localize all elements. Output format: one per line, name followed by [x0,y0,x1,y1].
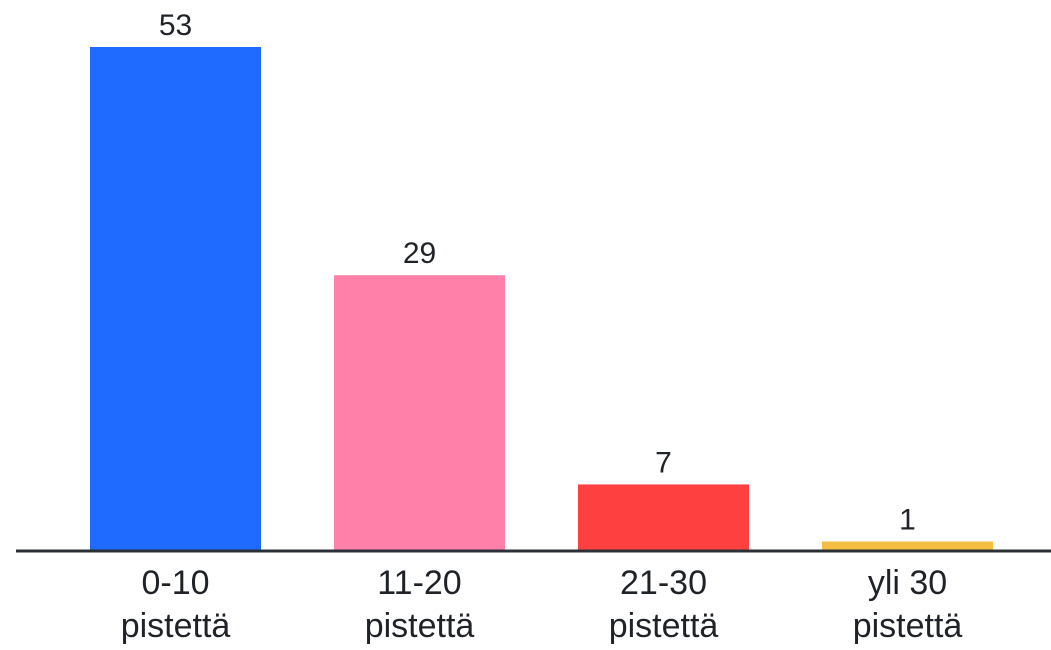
category-label-4-line-2: pistettä [853,607,963,645]
bar-2 [334,275,505,551]
category-label-2-line-2: pistettä [365,607,475,645]
value-label-1: 53 [159,9,192,42]
bar-1 [90,47,261,551]
bar-4 [822,541,993,551]
category-label-1-line-2: pistettä [121,607,231,645]
value-label-4: 1 [899,503,916,536]
bar-3 [578,484,749,551]
category-label-3-line-2: pistettä [609,607,719,645]
category-label-4-line-1: yli 30 [868,564,947,602]
category-label-1-line-1: 0-10 [141,564,209,602]
category-label-2-line-1: 11-20 [377,564,461,602]
value-labels-group: 53 29 7 1 [159,9,916,536]
value-label-3: 7 [655,446,672,479]
category-labels-group: 0-10 pistettä 11-20 pistettä 21-30 pistettä yl… [121,564,963,645]
value-label-2: 29 [403,237,436,270]
bars-group [90,47,993,551]
category-label-3-line-1: 21-30 [620,564,707,602]
